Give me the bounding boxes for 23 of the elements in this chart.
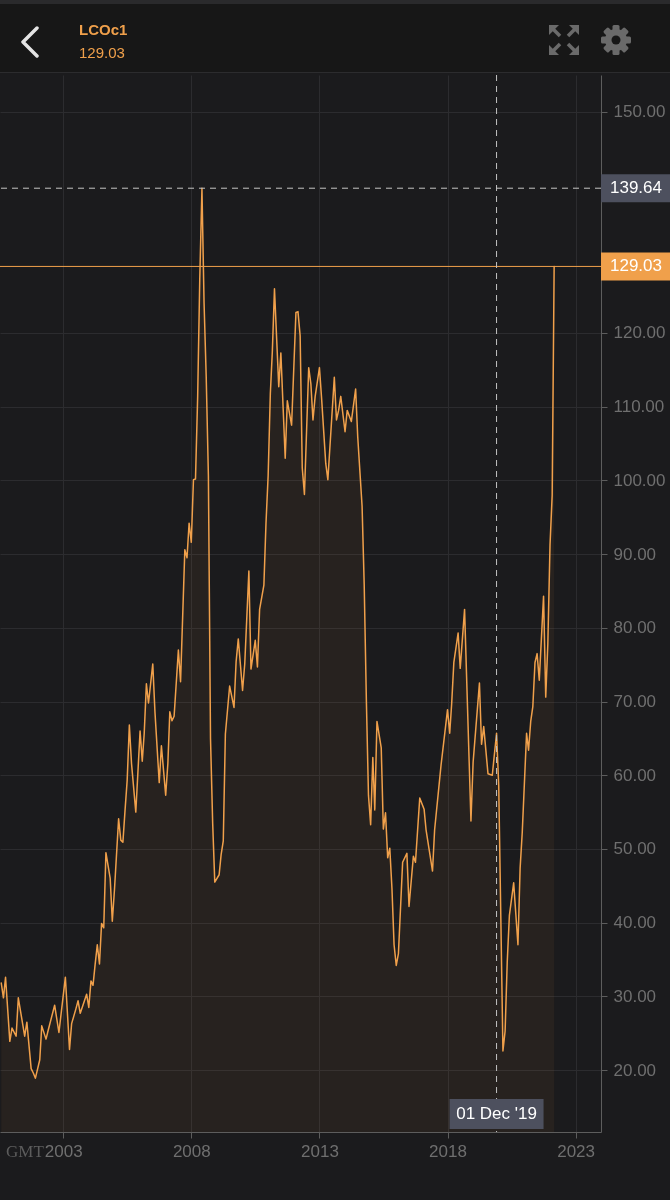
y-tick-label: 20.00 bbox=[613, 1060, 657, 1080]
y-tick-label: 110.00 bbox=[613, 397, 665, 417]
x-tick-label: 2013 bbox=[301, 1141, 339, 1161]
y-tick-label: 100.00 bbox=[613, 470, 666, 490]
y-tick-label: 90.00 bbox=[613, 544, 657, 564]
x-tick-label: 2018 bbox=[429, 1141, 467, 1161]
y-tick-label: 70.00 bbox=[613, 692, 657, 712]
x-tick-label: 2023 bbox=[557, 1141, 596, 1161]
y-tick-label: 150.00 bbox=[613, 102, 666, 122]
ref-line-label: 129.03 bbox=[610, 256, 662, 276]
y-tick-label: 50.00 bbox=[613, 839, 657, 859]
text: GMT bbox=[6, 1142, 44, 1161]
y-tick-label: 30.00 bbox=[613, 986, 657, 1006]
y-tick-label: 40.00 bbox=[613, 913, 657, 933]
y-tick-label: 120.00 bbox=[613, 323, 666, 343]
x-tick-label: 2008 bbox=[172, 1141, 211, 1161]
ref-line-label: 139.64 bbox=[610, 178, 662, 198]
x-tick-label: 2003 bbox=[44, 1141, 83, 1161]
chart-subtitle: 129.03 bbox=[79, 44, 125, 61]
ref-line-label: 01 Dec '19 bbox=[456, 1104, 537, 1123]
y-tick-label: 80.00 bbox=[613, 618, 657, 638]
y-tick-label: 60.00 bbox=[613, 765, 657, 785]
chart-title: LCOc1 bbox=[79, 21, 128, 38]
